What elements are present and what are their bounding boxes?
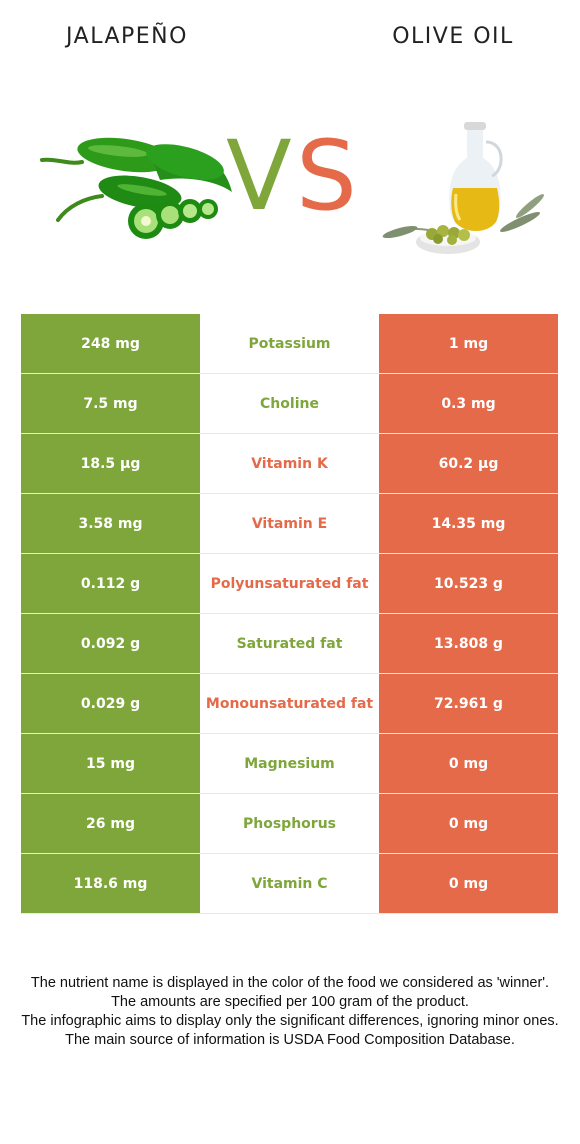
- comparison-table: 248 mg Potassium 1 mg 7.5 mg Choline 0.3 mg 18…: [21, 314, 558, 914]
- nutrient-name: Vitamin K: [200, 434, 379, 493]
- right-value: 0 mg: [379, 854, 558, 913]
- left-value: 0.092 g: [21, 614, 200, 673]
- left-value: 26 mg: [21, 794, 200, 853]
- nutrient-name: Polyunsaturated fat: [200, 554, 379, 613]
- table-row: 0.092 g Saturated fat 13.808 g: [21, 614, 558, 674]
- footnote: The nutrient name is displayed in the co…: [18, 974, 562, 1050]
- table-row: 18.5 µg Vitamin K 60.2 µg: [21, 434, 558, 494]
- vs-letter-s: S: [296, 120, 357, 232]
- table-row: 0.112 g Polyunsaturated fat 10.523 g: [21, 554, 558, 614]
- left-value: 7.5 mg: [21, 374, 200, 433]
- right-food-title: OLIVE OIL: [392, 24, 514, 49]
- left-value: 0.029 g: [21, 674, 200, 733]
- nutrient-name: Saturated fat: [200, 614, 379, 673]
- nutrient-name: Choline: [200, 374, 379, 433]
- jalapeno-icon: [40, 137, 232, 239]
- table-row: 15 mg Magnesium 0 mg: [21, 734, 558, 794]
- nutrient-name: Magnesium: [200, 734, 379, 793]
- left-value: 248 mg: [21, 314, 200, 373]
- left-value: 118.6 mg: [21, 854, 200, 913]
- right-value: 0 mg: [379, 734, 558, 793]
- right-value: 60.2 µg: [379, 434, 558, 493]
- table-row: 7.5 mg Choline 0.3 mg: [21, 374, 558, 434]
- right-value: 0.3 mg: [379, 374, 558, 433]
- table-row: 3.58 mg Vitamin E 14.35 mg: [21, 494, 558, 554]
- nutrient-name: Monounsaturated fat: [200, 674, 379, 733]
- right-value: 0 mg: [379, 794, 558, 853]
- vs-letter-v: V: [226, 120, 292, 232]
- nutrient-name: Potassium: [200, 314, 379, 373]
- right-value: 1 mg: [379, 314, 558, 373]
- nutrient-name: Phosphorus: [200, 794, 379, 853]
- left-food-title: JALAPEÑO: [66, 24, 188, 49]
- footnote-line: The infographic aims to display only the…: [21, 1013, 559, 1029]
- table-row: 0.029 g Monounsaturated fat 72.961 g: [21, 674, 558, 734]
- nutrient-name: Vitamin E: [200, 494, 379, 553]
- left-value: 3.58 mg: [21, 494, 200, 553]
- right-value: 13.808 g: [379, 614, 558, 673]
- right-value: 10.523 g: [379, 554, 558, 613]
- left-value: 0.112 g: [21, 554, 200, 613]
- left-value: 18.5 µg: [21, 434, 200, 493]
- nutrient-name: Vitamin C: [200, 854, 379, 913]
- olive-oil-bottle-icon: [382, 122, 544, 254]
- table-row: 248 mg Potassium 1 mg: [21, 314, 558, 374]
- footnote-line: The nutrient name is displayed in the co…: [30, 975, 550, 991]
- footnote-line: The amounts are specified per 100 gram o…: [111, 994, 469, 1010]
- left-value: 15 mg: [21, 734, 200, 793]
- right-value: 14.35 mg: [379, 494, 558, 553]
- right-value: 72.961 g: [379, 674, 558, 733]
- table-row: 26 mg Phosphorus 0 mg: [21, 794, 558, 854]
- hero-illustration: [40, 122, 544, 254]
- footnote-line: The main source of information is USDA F…: [65, 1032, 515, 1048]
